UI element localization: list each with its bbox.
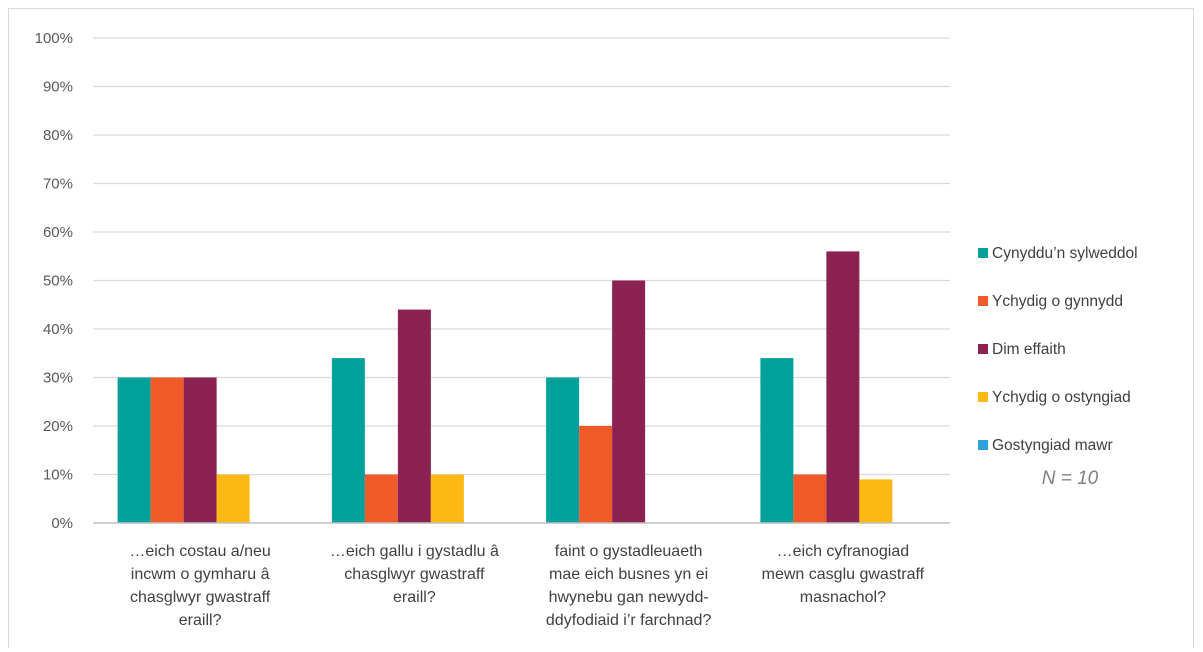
bar — [397, 309, 431, 523]
legend-label: Gostyngiad mawr — [992, 437, 1113, 454]
x-category-label: hwynebu gan newydd- — [549, 589, 709, 606]
x-category-label: ddyfodiaid i’r farchnad? — [546, 612, 712, 629]
y-tick-label: 90% — [43, 79, 73, 96]
legend-label: Dim effaith — [992, 341, 1066, 358]
x-category-label: incwm o gymharu â — [131, 566, 270, 583]
legend-swatch — [978, 248, 988, 258]
bars — [117, 251, 893, 523]
bar — [430, 474, 464, 523]
bar — [364, 474, 398, 523]
legend-label: Ychydig o gynnydd — [992, 293, 1123, 310]
x-category-label: chasglwyr gwastraff — [344, 566, 485, 583]
x-category-label: mae eich busnes yn ei — [549, 566, 708, 583]
y-tick-label: 20% — [43, 418, 73, 435]
chart-frame — [8, 8, 1194, 648]
legend-swatch — [978, 392, 988, 402]
legend-swatch — [978, 344, 988, 354]
bar — [612, 280, 646, 523]
y-tick-label: 100% — [35, 30, 73, 47]
legend: Cynyddu’n sylweddol Ychydig o gynnydd Dim … — [978, 245, 1138, 454]
bar — [859, 479, 893, 523]
bar — [546, 377, 580, 523]
y-tick-label: 70% — [43, 176, 73, 193]
y-tick-label: 80% — [43, 127, 73, 144]
x-category-label: chasglwyr gwastraff — [130, 589, 271, 606]
legend-swatch — [978, 296, 988, 306]
y-tick-label: 50% — [43, 273, 73, 290]
bar — [150, 377, 184, 523]
bar — [331, 358, 365, 523]
bar — [579, 426, 613, 523]
y-tick-label: 40% — [43, 321, 73, 338]
bar — [760, 358, 794, 523]
y-tick-label: 0% — [51, 515, 73, 532]
bar — [216, 474, 250, 523]
y-tick-label: 30% — [43, 370, 73, 387]
bar — [183, 377, 217, 523]
bar — [117, 377, 151, 523]
sample-size-note: N = 10 — [1042, 468, 1099, 489]
legend-swatch — [978, 440, 988, 450]
bar — [826, 251, 860, 523]
y-axis-ticks: 0% 10% 20% 30% 40% 50% 60% 70% 80% 90% 100% — [35, 30, 73, 532]
x-category-label: masnachol? — [800, 589, 886, 606]
bar — [793, 474, 827, 523]
category-labels: …eich costau a/neu incwm o gymharu â chasg… — [129, 543, 924, 629]
x-category-label: eraill? — [393, 589, 436, 606]
x-category-label: …eich cyfranogiad — [777, 543, 910, 560]
y-tick-label: 10% — [43, 467, 73, 484]
x-category-label: mewn casglu gwastraff — [762, 566, 925, 583]
x-category-label: faint o gystadleuaeth — [555, 543, 703, 560]
legend-label: Cynyddu’n sylweddol — [992, 245, 1138, 262]
legend-label: Ychydig o ostyngiad — [992, 389, 1131, 406]
x-category-label: …eich costau a/neu — [129, 543, 270, 560]
gridlines — [93, 37, 950, 476]
x-category-label: eraill? — [179, 612, 222, 629]
x-category-label: …eich gallu i gystadlu â — [330, 543, 499, 560]
y-tick-label: 60% — [43, 224, 73, 241]
